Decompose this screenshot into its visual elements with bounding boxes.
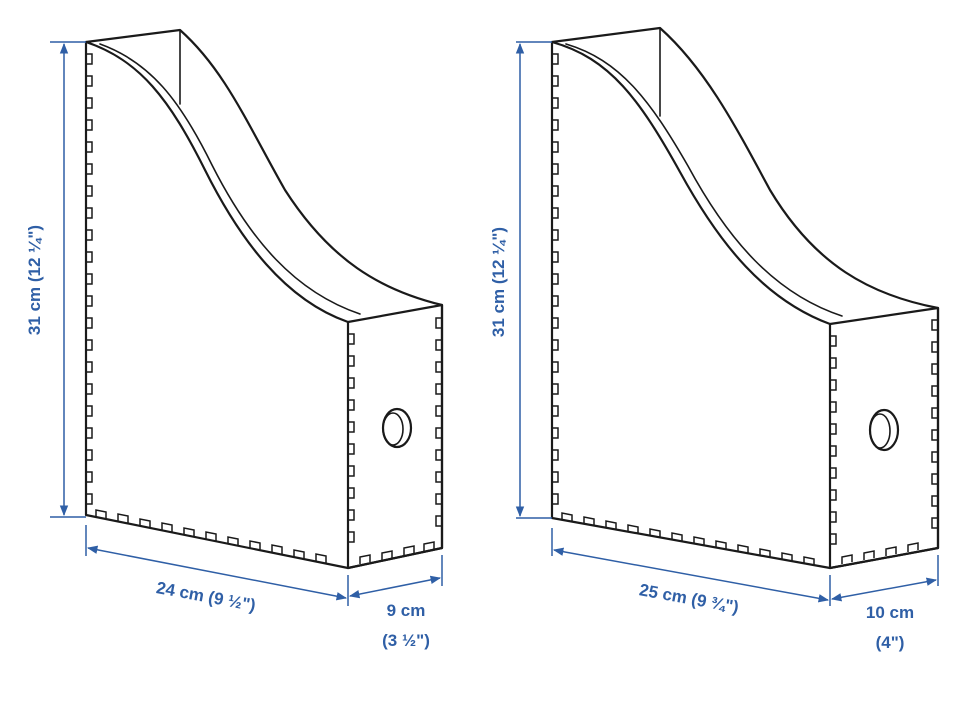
right-file-joint-front-bottom [841,542,919,564]
right-length-label: 25 cm (9 ¾") [638,580,740,617]
right-width-label-line2: (4") [876,633,905,652]
left-width-label-line2: (3 ½") [382,631,430,650]
magazine-file-left [84,28,444,570]
left-file-front-panel [346,303,444,570]
left-file-joint-back [86,53,93,505]
right-file-joint-front-left [830,335,837,545]
left-file-joint-bottom [95,509,327,563]
right-file-finger-hole-inner [869,413,891,449]
right-width-label-line1: 10 cm [866,603,914,622]
right-width-dimension-line [830,577,938,602]
right-length-dimension-line [552,547,830,603]
left-file-body [84,28,444,570]
dimensions-left: 31 cm (12 ¼") 24 cm (9 ½") 9 cm (3 ½") [25,41,443,650]
right-file-front-panel [828,306,940,570]
left-length-dimension-line [86,545,348,601]
left-width-dimension-line [348,575,442,599]
left-file-joint-front-bottom [359,541,435,564]
left-file-joint-front-right [435,317,442,527]
right-height-label: 31 cm (12 ¼") [489,227,508,337]
right-file-joint-front-right [931,319,938,529]
right-file-joint-back [552,53,559,505]
left-width-label-line1: 9 cm [387,601,426,620]
left-file-finger-hole-inner [382,412,404,446]
right-file-curve-inner [565,43,843,317]
left-height-label: 31 cm (12 ¼") [25,225,44,335]
magazine-file-right [550,26,940,570]
left-file-joint-front-left [348,333,355,543]
left-length-label: 24 cm (9 ½") [155,578,257,615]
left-file-curve-front [84,40,350,324]
right-file-curve-front [550,40,832,326]
left-file-curve-inner [99,43,361,315]
right-file-body [550,26,940,570]
